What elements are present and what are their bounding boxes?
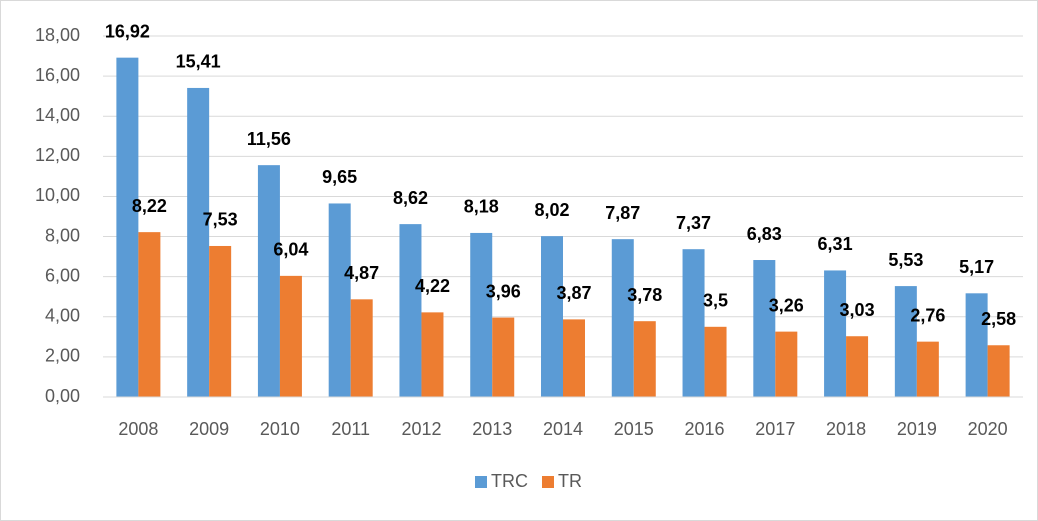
value-label: 16,92 <box>105 21 150 41</box>
value-label: 2,76 <box>910 305 945 325</box>
x-tick-label: 2010 <box>260 419 300 439</box>
value-label: 8,02 <box>534 200 569 220</box>
value-label: 15,41 <box>176 52 221 72</box>
y-tick-label: 14,00 <box>35 105 80 125</box>
x-tick-label: 2011 <box>331 419 370 439</box>
x-tick-label: 2009 <box>189 419 229 439</box>
value-label: 3,26 <box>769 295 804 315</box>
bar <box>704 326 727 397</box>
x-tick-label: 2015 <box>614 419 654 439</box>
bar <box>279 275 302 397</box>
x-tick-label: 2014 <box>543 419 583 439</box>
bar <box>116 57 139 397</box>
value-label: 7,53 <box>203 210 238 230</box>
value-label: 4,22 <box>415 276 450 296</box>
bar <box>470 232 493 397</box>
y-tick-label: 4,00 <box>45 306 80 326</box>
bar <box>350 299 373 397</box>
x-tick-label: 2008 <box>118 419 158 439</box>
x-tick-label: 2020 <box>968 419 1008 439</box>
value-label: 5,53 <box>888 250 923 270</box>
x-tick-label: 2013 <box>472 419 512 439</box>
bar <box>492 317 515 397</box>
bar <box>894 286 917 397</box>
y-tick-label: 16,00 <box>35 65 80 85</box>
value-label: 7,37 <box>676 213 711 233</box>
value-label: 4,87 <box>344 263 379 283</box>
x-tick-label: 2012 <box>401 419 441 439</box>
bar <box>328 203 351 397</box>
bar <box>421 312 444 397</box>
y-tick-label: 6,00 <box>45 265 80 285</box>
bar <box>541 236 563 397</box>
value-label: 8,62 <box>393 188 428 208</box>
bar <box>563 319 585 397</box>
bar <box>633 321 656 397</box>
y-tick-label: 8,00 <box>45 225 80 245</box>
value-label: 3,5 <box>703 291 728 311</box>
y-tick-label: 2,00 <box>45 346 80 366</box>
value-label: 6,04 <box>273 240 308 260</box>
bar <box>916 341 939 397</box>
bar <box>987 345 1010 397</box>
y-tick-label: 18,00 <box>35 25 80 45</box>
bar <box>257 165 280 397</box>
value-label: 5,17 <box>959 257 994 277</box>
value-label: 3,78 <box>627 285 662 305</box>
x-tick-label: 2019 <box>897 419 937 439</box>
value-label: 2,58 <box>981 309 1016 329</box>
value-label: 8,18 <box>464 197 499 217</box>
value-label: 3,87 <box>556 283 591 303</box>
value-label: 6,83 <box>747 224 782 244</box>
bar <box>965 293 988 397</box>
bar <box>846 336 869 397</box>
legend-label: TR <box>558 471 582 491</box>
bar <box>753 260 776 397</box>
y-tick-label: 12,00 <box>35 145 80 165</box>
x-tick-label: 2017 <box>755 419 795 439</box>
x-tick-label: 2016 <box>685 419 725 439</box>
bar <box>824 270 847 397</box>
value-label: 11,56 <box>247 129 291 149</box>
bar <box>775 331 798 397</box>
y-tick-label: 10,00 <box>35 185 80 205</box>
value-label: 3,96 <box>486 281 521 301</box>
legend-swatch <box>475 476 487 488</box>
bar <box>682 249 705 397</box>
value-label: 6,31 <box>818 234 853 254</box>
bar <box>399 224 422 397</box>
x-tick-label: 2018 <box>826 419 866 439</box>
y-tick-label: 0,00 <box>45 386 80 406</box>
legend-swatch <box>542 476 554 488</box>
bar <box>187 87 210 398</box>
value-label: 8,22 <box>132 196 167 216</box>
legend-label: TRC <box>491 471 528 491</box>
value-label: 7,87 <box>605 203 640 223</box>
bar <box>209 245 232 397</box>
value-label: 3,03 <box>840 300 875 320</box>
bar <box>611 239 634 397</box>
bar <box>138 232 161 397</box>
value-label: 9,65 <box>322 167 357 187</box>
